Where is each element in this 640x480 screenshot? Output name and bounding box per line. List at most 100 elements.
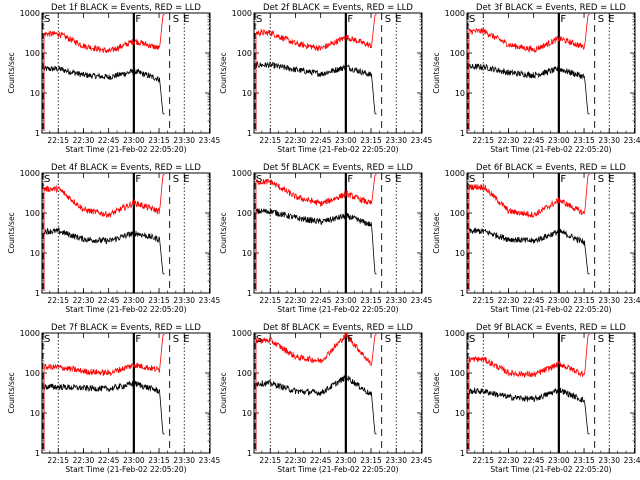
x-tick-label: 22:30 <box>498 296 520 305</box>
flare-marker-label: F <box>135 334 141 345</box>
lld-series-line <box>43 14 165 131</box>
plot-title: Det 3f BLACK = Events, RED = LLD <box>476 3 626 13</box>
plot-frame <box>466 172 636 294</box>
y-tick-label: 1 <box>35 129 40 138</box>
x-tick-label: 23:45 <box>411 296 433 305</box>
plot-title: Det 1f BLACK = Events, RED = LLD <box>51 3 201 13</box>
y-tick-label: 10 <box>242 89 252 98</box>
x-tick-label: 23:00 <box>548 296 570 305</box>
lld-series-line <box>468 14 590 131</box>
lld-series-line <box>255 174 377 291</box>
S-marker-label: S <box>385 334 391 345</box>
x-tick-label: 22:45 <box>98 136 120 145</box>
events-series-line <box>255 375 377 451</box>
x-tick-label: 23:30 <box>598 296 620 305</box>
y-axis-label: Counts/sec <box>7 212 16 253</box>
y-tick-label: 1000 <box>20 9 40 18</box>
x-tick-label: 23:45 <box>199 296 221 305</box>
E-marker-label: E <box>395 334 401 345</box>
flare-marker-label: F <box>560 334 566 345</box>
S-marker-label: S <box>598 14 604 25</box>
plot-title: Det 9f BLACK = Events, RED = LLD <box>476 323 626 333</box>
y-tick-label: 10 <box>242 249 252 258</box>
x-tick-label: 23:45 <box>624 456 640 465</box>
x-tick-label: 23:30 <box>173 136 195 145</box>
E-marker-label: E <box>608 174 614 185</box>
plot-frame <box>466 332 636 454</box>
x-tick-label: 22:15 <box>472 136 494 145</box>
y-tick-label: 1000 <box>445 9 465 18</box>
x-tick-label: 22:45 <box>523 456 545 465</box>
y-tick-label: 100 <box>237 209 252 218</box>
y-tick-label: 100 <box>450 49 465 58</box>
flare-marker-label: F <box>135 174 141 185</box>
detector-plot-7: Det 7f BLACK = Events, RED = LLD 1 10 100 10… <box>7 323 220 474</box>
x-tick-label: 23:15 <box>573 296 595 305</box>
x-tick-label: 22:30 <box>285 136 307 145</box>
detector-plot-4: Det 4f BLACK = Events, RED = LLD 1 10 100 10… <box>7 163 220 314</box>
x-tick-label: 22:45 <box>523 136 545 145</box>
y-tick-label: 100 <box>450 369 465 378</box>
lld-series-line <box>255 14 377 131</box>
y-tick-label: 1 <box>35 449 40 458</box>
events-series-line <box>43 380 165 451</box>
start-marker-label: S <box>256 174 262 185</box>
x-tick-label: 23:30 <box>173 296 195 305</box>
detector-plot-9: Det 9f BLACK = Events, RED = LLD 1 10 100 10… <box>432 323 640 474</box>
x-axis-label: Start Time (21-Feb-02 22:05:20) <box>490 305 611 314</box>
E-marker-label: E <box>395 174 401 185</box>
S-marker-label: S <box>173 174 179 185</box>
lld-series-line <box>468 334 590 451</box>
y-tick-label: 10 <box>30 249 40 258</box>
y-tick-label: 100 <box>25 369 40 378</box>
y-tick-label: 100 <box>237 49 252 58</box>
plot-frame <box>253 12 423 134</box>
events-series-line <box>255 60 377 131</box>
x-tick-label: 23:30 <box>385 296 407 305</box>
x-tick-label: 23:30 <box>385 136 407 145</box>
x-tick-label: 22:15 <box>47 296 69 305</box>
plot-frame <box>41 332 211 454</box>
x-tick-label: 23:00 <box>548 136 570 145</box>
E-marker-label: E <box>608 14 614 25</box>
x-tick-label: 22:30 <box>498 136 520 145</box>
x-tick-label: 23:45 <box>199 456 221 465</box>
x-tick-label: 23:15 <box>360 136 382 145</box>
E-marker-label: E <box>183 14 189 25</box>
E-marker-label: E <box>183 334 189 345</box>
y-tick-label: 1 <box>247 449 252 458</box>
x-tick-label: 22:30 <box>73 136 95 145</box>
events-series-line <box>468 386 590 451</box>
E-marker-label: E <box>395 14 401 25</box>
plot-frame <box>466 12 636 134</box>
y-tick-label: 10 <box>242 409 252 418</box>
S-marker-label: S <box>385 14 391 25</box>
S-marker-label: S <box>598 334 604 345</box>
lld-series-line <box>468 174 590 291</box>
flare-marker-label: F <box>560 174 566 185</box>
x-tick-label: 23:15 <box>148 136 170 145</box>
y-axis-label: Counts/sec <box>432 212 441 253</box>
x-axis-label: Start Time (21-Feb-02 22:05:20) <box>490 465 611 474</box>
y-tick-label: 100 <box>237 369 252 378</box>
x-tick-label: 22:45 <box>310 456 332 465</box>
x-tick-label: 23:15 <box>360 296 382 305</box>
y-tick-label: 10 <box>30 89 40 98</box>
y-tick-label: 1000 <box>232 9 252 18</box>
start-marker-label: S <box>469 14 475 25</box>
S-marker-label: S <box>173 334 179 345</box>
x-tick-label: 22:45 <box>523 296 545 305</box>
x-tick-label: 22:15 <box>472 296 494 305</box>
x-tick-label: 22:30 <box>73 456 95 465</box>
flare-marker-label: F <box>347 14 353 25</box>
x-tick-label: 23:00 <box>335 296 357 305</box>
plot-title: Det 4f BLACK = Events, RED = LLD <box>51 163 201 173</box>
x-tick-label: 23:00 <box>123 136 145 145</box>
x-tick-label: 23:15 <box>148 296 170 305</box>
y-axis-label: Counts/sec <box>219 52 228 93</box>
flare-marker-label: F <box>347 334 353 345</box>
x-tick-label: 23:30 <box>385 456 407 465</box>
start-marker-label: S <box>469 174 475 185</box>
x-tick-label: 23:30 <box>598 456 620 465</box>
